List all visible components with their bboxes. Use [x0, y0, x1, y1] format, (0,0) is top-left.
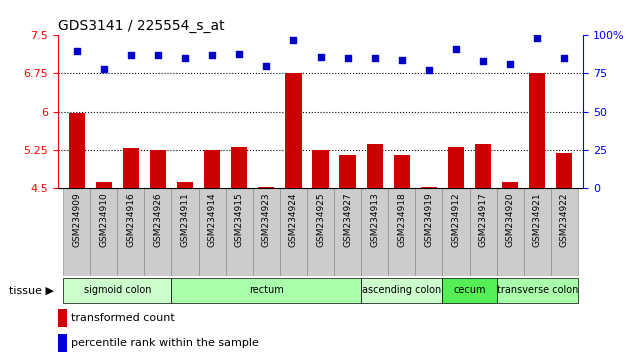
Point — [72, 48, 82, 53]
Point — [315, 54, 326, 59]
Bar — [150, 149, 166, 188]
Text: GSM234914: GSM234914 — [208, 192, 217, 247]
Text: GDS3141 / 225554_s_at: GDS3141 / 225554_s_at — [58, 19, 224, 33]
Text: GSM234911: GSM234911 — [181, 192, 190, 247]
Bar — [420, 187, 437, 188]
Bar — [231, 147, 247, 188]
Point — [505, 62, 515, 67]
Point — [180, 55, 190, 61]
Bar — [415, 188, 442, 276]
Bar — [63, 278, 172, 303]
Bar — [551, 188, 578, 276]
Bar — [253, 188, 280, 276]
Bar — [63, 188, 90, 276]
Text: rectum: rectum — [249, 285, 284, 295]
Point — [261, 63, 271, 69]
Bar — [469, 188, 497, 276]
Bar — [122, 148, 139, 188]
Text: transformed count: transformed count — [71, 313, 174, 323]
Point — [288, 37, 299, 43]
Text: GSM234918: GSM234918 — [397, 192, 406, 247]
Text: GSM234921: GSM234921 — [533, 192, 542, 247]
Bar — [394, 155, 410, 188]
Bar — [199, 188, 226, 276]
Text: transverse colon: transverse colon — [497, 285, 578, 295]
Text: ascending colon: ascending colon — [362, 285, 442, 295]
Text: GSM234927: GSM234927 — [343, 192, 352, 247]
Bar — [226, 188, 253, 276]
Bar — [69, 113, 85, 188]
Point — [126, 52, 136, 58]
Point — [370, 55, 380, 61]
Bar — [172, 188, 199, 276]
Bar — [524, 188, 551, 276]
Text: GSM234915: GSM234915 — [235, 192, 244, 247]
Bar — [172, 278, 361, 303]
Bar — [258, 187, 274, 188]
Bar — [177, 182, 193, 188]
Text: GSM234917: GSM234917 — [479, 192, 488, 247]
Bar — [90, 188, 117, 276]
Text: GSM234916: GSM234916 — [126, 192, 135, 247]
Bar — [58, 309, 67, 327]
Text: GSM234909: GSM234909 — [72, 192, 81, 247]
Point — [532, 36, 542, 41]
Bar — [529, 73, 545, 188]
Point — [99, 66, 109, 72]
Bar — [204, 149, 221, 188]
Bar — [448, 147, 464, 188]
Bar — [144, 188, 172, 276]
Text: GSM234925: GSM234925 — [316, 192, 325, 247]
Bar — [502, 182, 519, 188]
Point — [451, 46, 461, 52]
Bar — [280, 188, 307, 276]
Bar — [361, 278, 442, 303]
Text: GSM234922: GSM234922 — [560, 192, 569, 246]
Bar — [556, 153, 572, 188]
Text: GSM234919: GSM234919 — [424, 192, 433, 247]
Text: cecum: cecum — [453, 285, 486, 295]
Text: sigmoid colon: sigmoid colon — [83, 285, 151, 295]
Bar — [312, 149, 329, 188]
Point — [397, 57, 407, 63]
Text: tissue ▶: tissue ▶ — [10, 285, 54, 295]
Point — [153, 52, 163, 58]
Text: GSM234912: GSM234912 — [451, 192, 460, 247]
Bar — [497, 188, 524, 276]
Point — [559, 55, 569, 61]
Point — [207, 52, 217, 58]
Point — [478, 58, 488, 64]
Bar — [442, 278, 497, 303]
Text: GSM234913: GSM234913 — [370, 192, 379, 247]
Text: GSM234926: GSM234926 — [153, 192, 162, 247]
Point — [424, 68, 434, 73]
Text: GSM234923: GSM234923 — [262, 192, 271, 247]
Bar — [367, 144, 383, 188]
Bar — [388, 188, 415, 276]
Bar — [442, 188, 469, 276]
Text: GSM234920: GSM234920 — [506, 192, 515, 247]
Bar — [58, 334, 67, 352]
Bar — [307, 188, 334, 276]
Bar — [285, 73, 301, 188]
Point — [342, 55, 353, 61]
Bar — [117, 188, 144, 276]
Bar — [96, 182, 112, 188]
Text: percentile rank within the sample: percentile rank within the sample — [71, 338, 259, 348]
Bar — [334, 188, 361, 276]
Text: GSM234910: GSM234910 — [99, 192, 108, 247]
Text: GSM234924: GSM234924 — [289, 192, 298, 246]
Bar — [475, 144, 491, 188]
Bar — [497, 278, 578, 303]
Point — [234, 51, 244, 57]
Bar — [361, 188, 388, 276]
Bar — [340, 155, 356, 188]
